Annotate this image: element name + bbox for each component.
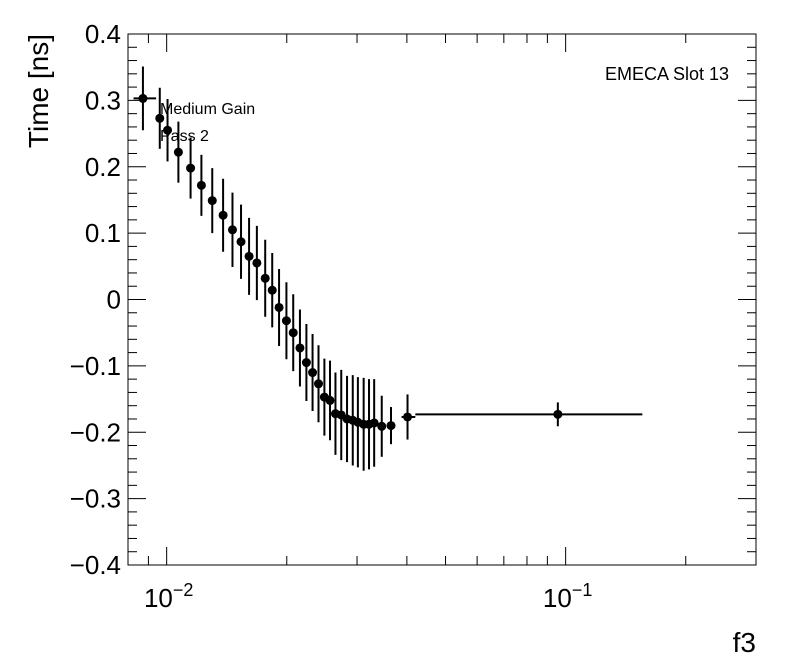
- data-point-group: [281, 282, 291, 360]
- data-point-group: [196, 154, 206, 216]
- y-tick-label: 0.3: [85, 85, 121, 115]
- data-point-group: [133, 66, 157, 131]
- data-point: [196, 180, 206, 190]
- data-point: [281, 316, 291, 326]
- data-marks: [133, 66, 643, 471]
- y-axis-label: Time [ns]: [23, 34, 54, 148]
- data-point: [267, 285, 277, 295]
- data-point-group: [386, 407, 396, 445]
- data-point: [308, 368, 318, 378]
- data-point-group: [218, 178, 228, 252]
- data-point-group: [314, 345, 324, 423]
- data-point: [244, 251, 254, 261]
- data-point-group: [401, 394, 416, 440]
- annotation-slot: EMECA Slot 13: [605, 64, 729, 84]
- data-point-group: [163, 99, 173, 162]
- data-point-group: [207, 168, 217, 234]
- data-point: [186, 163, 196, 173]
- data-point: [227, 225, 237, 235]
- data-point-group: [301, 324, 311, 402]
- y-tick-label: 0: [107, 285, 121, 315]
- data-point: [288, 328, 298, 338]
- data-point-group: [252, 225, 262, 301]
- data-point-group: [227, 192, 237, 267]
- data-point-group: [295, 309, 305, 387]
- data-point: [369, 418, 379, 428]
- data-point: [274, 302, 284, 312]
- data-point: [386, 421, 396, 431]
- x-tick-label: 10−1: [543, 580, 592, 613]
- data-point: [207, 196, 217, 206]
- data-point-group: [377, 395, 387, 457]
- y-tick-label: 0.1: [85, 218, 121, 248]
- x-axis-label: f3: [733, 627, 756, 658]
- tick-labels: 0.4 0.3 0.2 0.1 0 −0.1 −0.2 −0.3 −0.4 10−2 10−1: [70, 19, 593, 613]
- y-tick-label: 0.2: [85, 152, 121, 182]
- data-point: [403, 412, 413, 422]
- data-point: [325, 395, 335, 405]
- annotation-pass: Pass 2: [160, 128, 209, 145]
- data-point: [377, 421, 387, 431]
- data-point: [218, 210, 228, 220]
- y-tick-label: −0.3: [70, 484, 121, 514]
- data-point-group: [186, 137, 196, 199]
- data-point-group: [288, 294, 298, 372]
- y-tick-label: 0.4: [85, 19, 121, 49]
- data-point-group: [369, 379, 379, 467]
- data-point: [155, 113, 165, 123]
- data-point-group: [274, 268, 284, 346]
- data-point: [173, 147, 183, 157]
- y-tick-label: −0.4: [70, 550, 121, 580]
- data-point: [236, 237, 246, 247]
- data-point-group: [336, 369, 346, 461]
- data-point: [301, 358, 311, 368]
- data-point: [138, 93, 148, 103]
- minor-ticks: [127, 34, 757, 565]
- data-point-group: [308, 334, 318, 412]
- y-tick-label: −0.1: [70, 351, 121, 381]
- data-point: [553, 409, 563, 419]
- data-point: [314, 379, 324, 389]
- data-point-group: [415, 402, 643, 427]
- data-point-group: [173, 121, 183, 183]
- data-point-group: [236, 204, 246, 279]
- annotation-gain: Medium Gain: [160, 101, 255, 118]
- y-tick-label: −0.2: [70, 417, 121, 447]
- data-point: [260, 273, 270, 283]
- major-ticks: [128, 33, 756, 566]
- data-point-group: [325, 360, 335, 441]
- data-point: [295, 343, 305, 353]
- data-point-group: [260, 239, 270, 317]
- data-point: [252, 258, 262, 268]
- data-point-group: [267, 253, 277, 328]
- x-tick-label: 10−2: [144, 580, 193, 613]
- data-point-group: [244, 217, 254, 295]
- data-point: [163, 125, 173, 135]
- data-point-group: [155, 87, 165, 149]
